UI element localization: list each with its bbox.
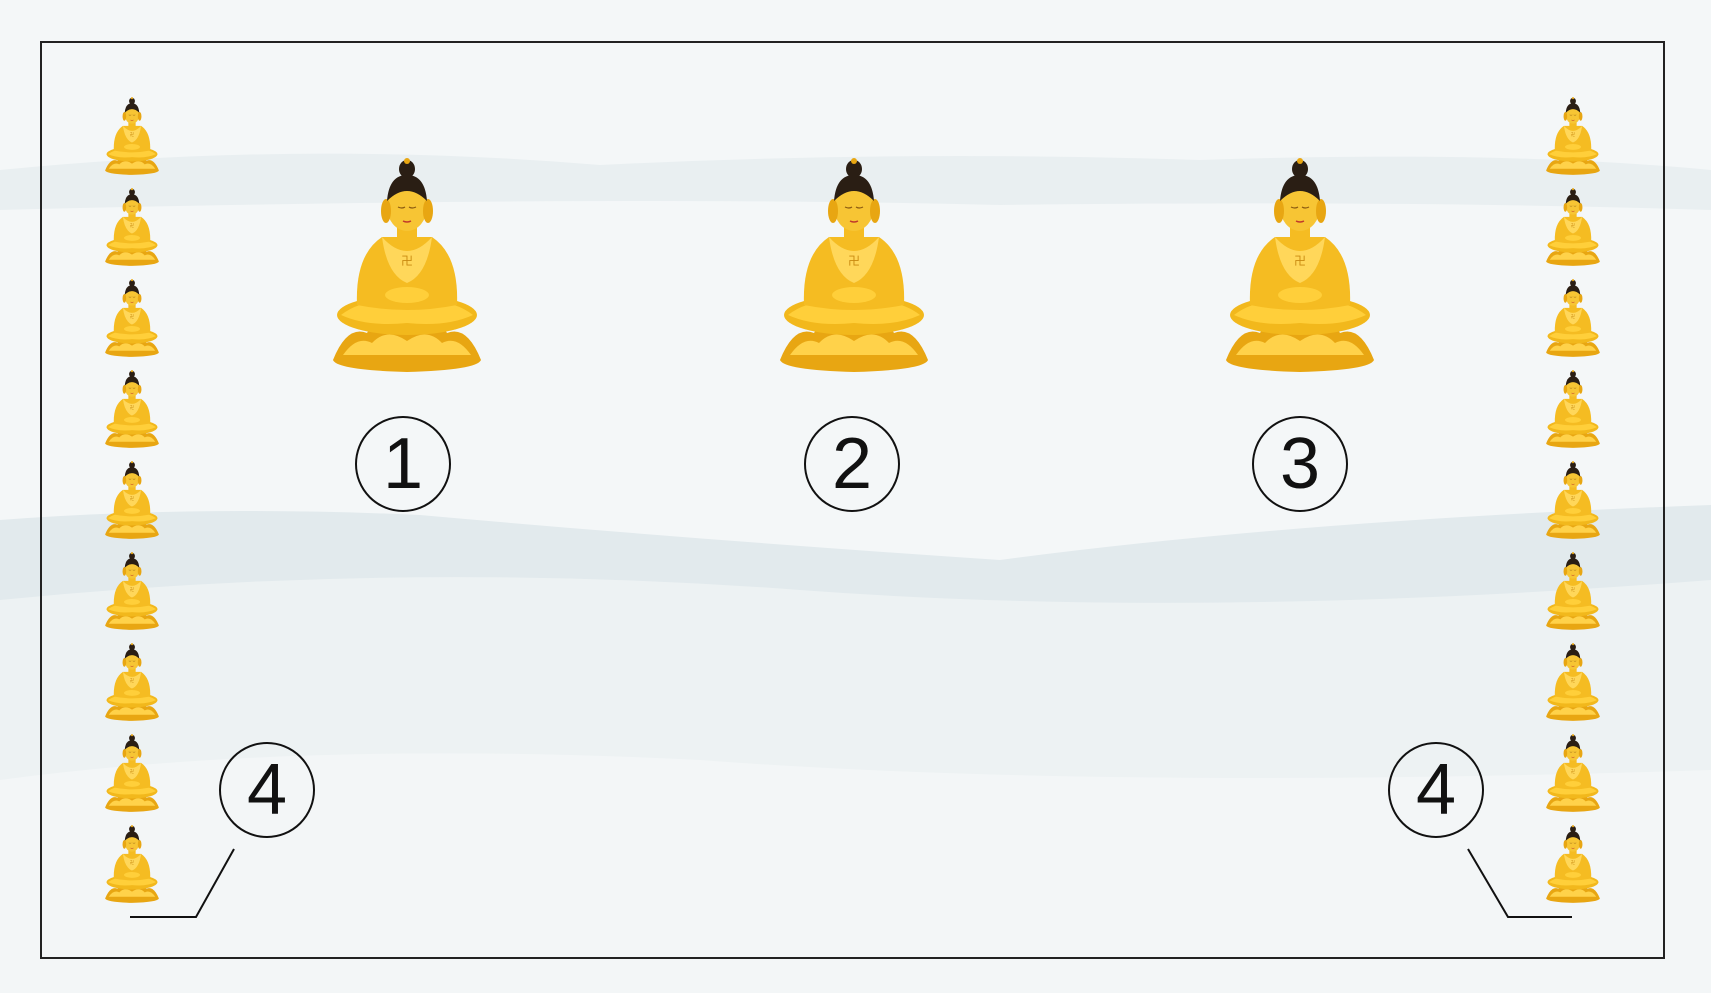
- small-buddha-right: [1543, 187, 1603, 267]
- small-buddha-left: [102, 733, 162, 813]
- small-buddha-left: [102, 278, 162, 358]
- small-buddha-right: [1543, 733, 1603, 813]
- marker-4-left: 4: [219, 742, 315, 838]
- small-buddha-right: [1543, 551, 1603, 631]
- small-buddha-right: [1543, 642, 1603, 722]
- marker-2: 2: [804, 416, 900, 512]
- small-buddha-right: [1543, 460, 1603, 540]
- small-buddha-right: [1543, 278, 1603, 358]
- diagram-frame: [40, 41, 1665, 959]
- small-buddha-left: [102, 824, 162, 904]
- small-buddha-right: [1543, 369, 1603, 449]
- small-buddha-right: [1543, 96, 1603, 176]
- marker-3: 3: [1252, 416, 1348, 512]
- small-buddha-left: [102, 369, 162, 449]
- large-buddha-statue-1: [322, 155, 492, 375]
- small-buddha-left: [102, 96, 162, 176]
- small-buddha-right: [1543, 824, 1603, 904]
- large-buddha-statue-2: [769, 155, 939, 375]
- marker-4-right: 4: [1388, 742, 1484, 838]
- small-buddha-left: [102, 187, 162, 267]
- small-buddha-left: [102, 642, 162, 722]
- marker-1: 1: [355, 416, 451, 512]
- small-buddha-left: [102, 460, 162, 540]
- small-buddha-left: [102, 551, 162, 631]
- large-buddha-statue-3: [1215, 155, 1385, 375]
